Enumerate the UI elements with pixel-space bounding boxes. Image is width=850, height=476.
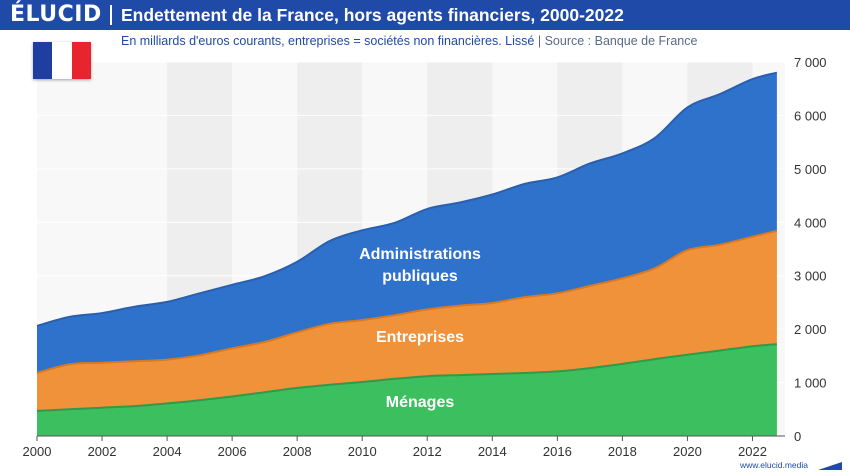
x-tick-label: 2010 <box>348 444 377 459</box>
y-tick-label: 3 000 <box>794 269 827 284</box>
footer-url[interactable]: www.elucid.media <box>739 460 808 470</box>
chart-title: Endettement de la France, hors agents fi… <box>121 5 624 25</box>
flag-blue-stripe <box>33 42 53 79</box>
area-outline <box>36 343 777 412</box>
header-separator <box>110 5 112 25</box>
elucid-logo: ÉLUCID <box>10 2 102 27</box>
series-label: Entreprises <box>376 329 464 346</box>
flag-white-stripe <box>52 42 72 79</box>
x-tick-label: 2012 <box>413 444 442 459</box>
x-tick-label: 2016 <box>543 444 572 459</box>
y-tick-label: 2 000 <box>794 322 827 337</box>
subtitle-source: Source : Banque de France <box>544 34 698 48</box>
series-label-line: Administrations <box>359 246 481 263</box>
chart-subtitle: En milliards d'euros courants, entrepris… <box>121 33 697 49</box>
area-entreprises <box>37 230 777 411</box>
subtitle-main: En milliards d'euros courants, entrepris… <box>121 34 535 48</box>
x-tick-label: 2006 <box>218 444 247 459</box>
x-tick-label: 2014 <box>478 444 507 459</box>
y-tick-label: 0 <box>794 429 801 444</box>
x-tick-label: 2018 <box>608 444 637 459</box>
y-tick-label: 1 000 <box>794 376 827 391</box>
area-outlines <box>36 71 778 412</box>
header-bar: ÉLUCID Endettement de la France, hors ag… <box>0 0 850 30</box>
subtitle-separator: | <box>537 34 542 48</box>
x-tick-label: 2002 <box>88 444 117 459</box>
flag-red-stripe <box>71 42 91 79</box>
series-label-line: publiques <box>382 268 458 285</box>
y-tick-label: 4 000 <box>794 215 827 230</box>
axes: 2000 2002 2004 2006 2008 2010 2012 2014 2016 2018… <box>23 55 827 459</box>
area-ménages <box>37 344 777 436</box>
series-labels: Ménages Entreprises Administrations publiqu… <box>359 246 481 411</box>
area-outline <box>36 71 778 327</box>
area-layers <box>37 72 777 436</box>
area-administrations-publiques <box>37 72 777 373</box>
y-tick-label: 7 000 <box>794 55 827 70</box>
x-tick-label: 2022 <box>738 444 767 459</box>
series-label: Administrations publiques <box>359 246 481 285</box>
x-tick-label: 2000 <box>23 444 52 459</box>
x-tick-label: 2004 <box>153 444 182 459</box>
area-outline <box>36 229 778 374</box>
france-flag-icon <box>33 42 91 79</box>
series-label: Ménages <box>386 394 455 411</box>
x-tick-label: 2020 <box>673 444 702 459</box>
footer-wave-icon <box>818 462 842 470</box>
x-tick-label: 2008 <box>283 444 312 459</box>
y-tick-label: 6 000 <box>794 108 827 123</box>
y-tick-label: 5 000 <box>794 162 827 177</box>
